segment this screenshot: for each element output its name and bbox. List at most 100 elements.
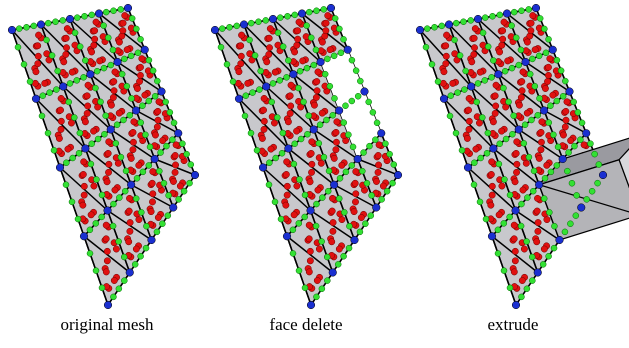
- edge-dot: [500, 85, 506, 91]
- edge-dot: [82, 13, 88, 19]
- edge-dot: [291, 161, 297, 167]
- face-dot: [499, 42, 505, 48]
- edge-dot: [571, 143, 577, 149]
- face-dot: [493, 82, 499, 88]
- edge-dot: [524, 239, 530, 245]
- edge-dot: [326, 168, 332, 174]
- edge-dot: [343, 169, 349, 175]
- vertex: [310, 126, 318, 134]
- edge-dot: [501, 220, 507, 226]
- edge-dot: [485, 130, 491, 136]
- edge-dot: [256, 19, 262, 25]
- vertex: [126, 269, 134, 277]
- edge-dot: [529, 278, 535, 284]
- face-dot: [128, 155, 134, 161]
- face-dot: [472, 25, 478, 31]
- edge-dot: [49, 53, 55, 59]
- face-dot: [528, 27, 534, 33]
- edge-dot: [554, 98, 560, 104]
- vertex: [522, 58, 530, 66]
- edge-dot: [110, 201, 116, 207]
- vertex: [512, 301, 520, 309]
- edge-dot: [311, 62, 317, 68]
- edge-dot: [292, 141, 298, 147]
- face-dot: [261, 95, 267, 101]
- face-dot: [58, 126, 64, 132]
- edge-dot: [93, 177, 99, 183]
- edge-dot: [123, 168, 129, 174]
- vertex: [556, 236, 564, 244]
- vertex: [114, 58, 122, 66]
- face-dot: [88, 212, 94, 218]
- face-dot: [85, 82, 91, 88]
- face-dot: [266, 35, 272, 41]
- vertex: [80, 232, 88, 240]
- vertex: [56, 164, 64, 172]
- edge-dot: [163, 143, 169, 149]
- edge-dot: [167, 109, 173, 115]
- face-dot: [130, 146, 136, 152]
- face-dot: [306, 269, 312, 275]
- edge-dot: [53, 19, 59, 25]
- edge-dot: [560, 93, 566, 99]
- edge-dot: [319, 239, 325, 245]
- edge-dot: [242, 113, 248, 119]
- face-dot: [84, 93, 90, 99]
- edge-dot: [548, 169, 554, 175]
- edge-dot: [390, 180, 396, 186]
- face-dot: [314, 78, 320, 84]
- vertex: [124, 4, 132, 12]
- edge-dot: [526, 154, 532, 160]
- edge-dot: [296, 268, 302, 274]
- edge-dot: [485, 44, 491, 50]
- face-dot: [330, 219, 336, 225]
- edge-dot: [45, 130, 51, 136]
- vertex: [141, 46, 149, 54]
- edge-dot: [336, 26, 342, 32]
- edge-dot: [63, 182, 69, 188]
- face-dot: [443, 53, 449, 59]
- edge-dot: [138, 120, 144, 126]
- face-dot: [111, 78, 117, 84]
- edge-dot: [325, 188, 331, 194]
- face-dot: [106, 161, 112, 167]
- face-dot: [450, 80, 456, 86]
- edge-dot: [154, 78, 160, 84]
- face-dot: [112, 69, 118, 75]
- edge-dot: [70, 155, 76, 161]
- edge-dot: [448, 93, 454, 99]
- edge-dot: [529, 254, 535, 260]
- edge-dot: [595, 180, 601, 186]
- edge-dot: [272, 199, 278, 205]
- edge-dot: [459, 147, 465, 153]
- face-dot: [61, 59, 67, 65]
- face-dot: [238, 53, 244, 59]
- face-dot: [104, 179, 110, 185]
- edge-dot: [296, 177, 302, 183]
- edge-dot: [290, 250, 296, 256]
- face-dot: [490, 119, 496, 125]
- edge-dot: [51, 147, 57, 153]
- edge-dot: [129, 15, 135, 21]
- vertex: [377, 129, 385, 137]
- edge-dot: [324, 278, 330, 284]
- edge-dot: [266, 160, 272, 166]
- edge-dot: [89, 141, 95, 147]
- edge-dot: [524, 286, 530, 292]
- figure: original mesh face delete extrude: [0, 0, 629, 348]
- edge-dot: [357, 229, 363, 235]
- vertex: [82, 145, 90, 153]
- edge-dot: [518, 223, 524, 229]
- edge-dot: [330, 112, 336, 118]
- edge-dot: [532, 83, 538, 89]
- face-dot: [314, 88, 320, 94]
- face-dot: [266, 45, 272, 51]
- edge-dot: [87, 227, 93, 233]
- vertex: [440, 95, 448, 103]
- face-dot: [294, 27, 300, 33]
- edge-dot: [111, 8, 117, 14]
- face-dot: [550, 92, 556, 98]
- edge-dot: [146, 98, 152, 104]
- face-dot: [84, 110, 90, 116]
- edge-dot: [118, 6, 124, 12]
